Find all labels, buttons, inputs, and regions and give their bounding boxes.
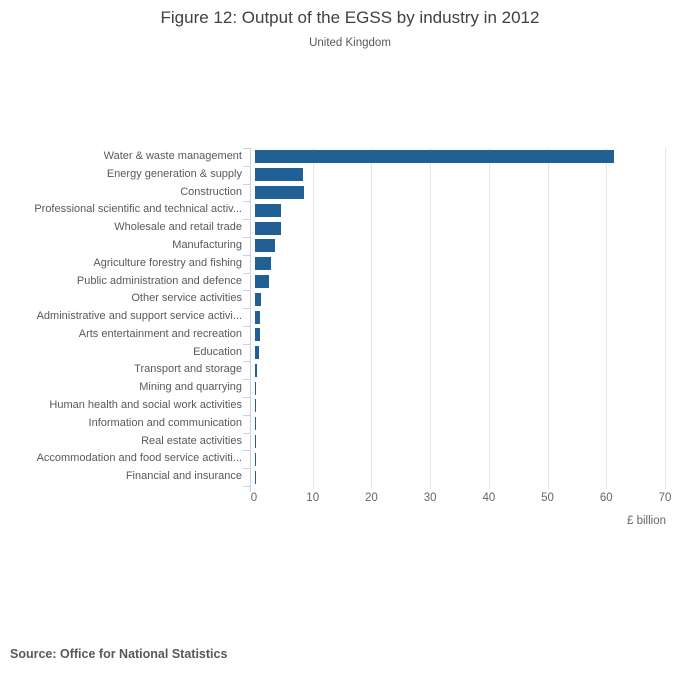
- y-axis-tick: [243, 397, 251, 399]
- x-gridline: [547, 148, 549, 489]
- y-axis-tick: [243, 165, 251, 167]
- bar: [255, 221, 282, 235]
- y-axis-tick: [243, 379, 251, 381]
- x-gridline: [371, 148, 373, 489]
- bar: [255, 257, 272, 271]
- x-tick-label: 0: [250, 492, 258, 504]
- y-axis-tick: [243, 468, 251, 470]
- bar: [255, 185, 305, 199]
- bar: [255, 435, 256, 449]
- category-label: Construction: [180, 185, 242, 198]
- category-label: Water & waste management: [103, 150, 242, 162]
- y-axis-tick: [243, 236, 251, 238]
- bar: [255, 168, 304, 182]
- category-label: Administrative and support service activ…: [36, 310, 242, 323]
- bar: [255, 381, 256, 395]
- y-axis-tick: [243, 290, 251, 292]
- x-tick-label: 50: [541, 492, 554, 504]
- category-label: Public administration and defence: [76, 274, 242, 287]
- category-label: Education: [193, 345, 242, 358]
- y-axis-tick: [243, 325, 251, 327]
- bar: [255, 310, 261, 324]
- x-tick-label: 10: [306, 492, 320, 504]
- x-gridline: [312, 148, 314, 489]
- y-axis-tick: [243, 183, 251, 185]
- y-axis-tick: [243, 432, 251, 434]
- x-tick-label: 40: [482, 492, 496, 504]
- y-axis-tick: [243, 148, 251, 149]
- y-axis-tick: [243, 414, 251, 416]
- category-label: Real estate activities: [141, 434, 242, 447]
- bar: [255, 239, 275, 253]
- x-tick-label: 70: [658, 492, 672, 504]
- y-axis-tick: [243, 308, 251, 310]
- x-tick-label: 30: [423, 492, 437, 504]
- y-axis-tick: [243, 361, 251, 363]
- category-label: Agriculture forestry and fishing: [93, 256, 242, 269]
- y-axis-tick: [243, 254, 251, 256]
- category-label: Energy generation & supply: [106, 167, 242, 180]
- category-label: Professional scientific and technical ac…: [34, 203, 242, 216]
- category-label: Manufacturing: [172, 238, 242, 251]
- bar: [255, 203, 281, 217]
- category-label: Arts entertainment and recreation: [78, 327, 242, 340]
- y-axis-tick: [243, 343, 251, 345]
- bar: [255, 470, 256, 484]
- bar: [255, 399, 256, 413]
- x-gridline: [665, 148, 666, 489]
- bar: [255, 417, 256, 431]
- bar: [255, 346, 259, 360]
- chart-title: Figure 12: Output of the EGSS by industr…: [160, 8, 540, 27]
- x-tick-label: 20: [365, 492, 378, 504]
- bar: [255, 274, 270, 288]
- category-label: Human health and social work activities: [49, 399, 242, 412]
- category-label: Financial and insurance: [125, 470, 242, 483]
- bar: [255, 328, 260, 342]
- y-axis-line: [250, 148, 251, 492]
- category-label: Other service activities: [131, 292, 242, 305]
- category-label: Accommodation and food service activiti.…: [36, 452, 242, 465]
- category-label: Mining and quarrying: [139, 381, 242, 394]
- x-gridline: [606, 148, 608, 489]
- category-label: Information and communication: [88, 416, 242, 429]
- source-note: Source: Office for National Statistics: [10, 647, 228, 661]
- y-axis-tick: [243, 450, 251, 452]
- bar: [255, 363, 258, 377]
- category-label: Wholesale and retail trade: [114, 221, 242, 234]
- x-axis-title: £ billion: [627, 515, 666, 527]
- bar: [255, 452, 256, 466]
- chart-subtitle: United Kingdom: [309, 37, 391, 49]
- bar: [255, 150, 615, 164]
- y-axis-tick: [243, 219, 251, 221]
- category-label: Transport and storage: [134, 363, 242, 376]
- y-axis-tick: [243, 486, 251, 487]
- x-gridline: [488, 148, 490, 489]
- bar: [255, 292, 262, 306]
- x-gridline: [430, 148, 432, 489]
- y-axis-tick: [243, 201, 251, 203]
- x-tick-label: 60: [599, 492, 613, 504]
- y-axis-tick: [243, 272, 251, 274]
